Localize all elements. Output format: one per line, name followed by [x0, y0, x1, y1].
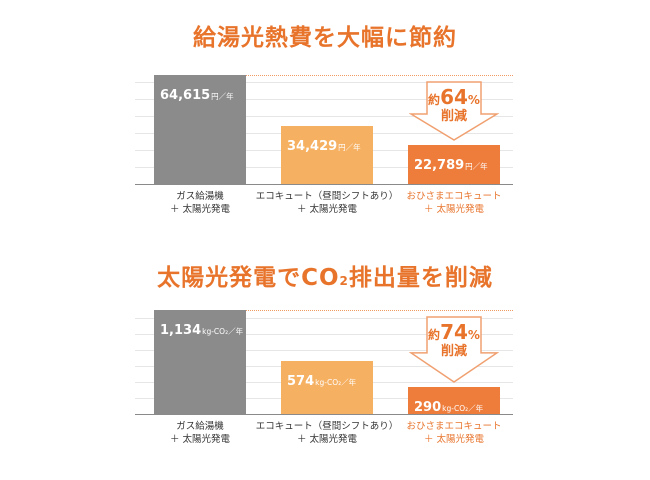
x-axis-baseline [135, 414, 513, 415]
value-label-2: 22,789円／年 [414, 158, 488, 173]
value-label-1: 574kg-CO₂／年 [287, 374, 357, 389]
category-label-2: おひさまエコキュート＋ 太陽光発電 [406, 421, 502, 445]
arrow-shape [409, 81, 499, 141]
reduction-arrow-icon [409, 81, 499, 141]
x-axis-baseline [135, 184, 513, 185]
value-label-1: 34,429円／年 [287, 139, 361, 154]
arrow-shape [409, 316, 499, 383]
grid-line [135, 116, 513, 117]
value-label-2: 290kg-CO₂／年 [414, 400, 484, 415]
bar-0 [154, 310, 246, 414]
chart-title-text: 給湯光熱費を大幅に節約 [193, 25, 457, 51]
bar-2 [408, 387, 500, 414]
value-label-0: 1,134kg-CO₂／年 [160, 323, 244, 338]
grid-line [135, 334, 513, 335]
grid-line [135, 350, 513, 351]
reduction-callout: 約64% 削減 [428, 85, 480, 124]
reference-line [246, 310, 513, 311]
bar-2 [408, 145, 500, 184]
chart-title-co2: 太陽光発電でCO2排出量を削減 [0, 258, 650, 292]
reduction-arrow-icon [409, 316, 499, 383]
reference-line [246, 75, 513, 76]
category-label-0: ガス給湯機＋ 太陽光発電 [169, 421, 231, 445]
grid-line [135, 99, 513, 100]
category-label-2: おひさまエコキュート＋ 太陽光発電 [406, 191, 502, 215]
bar-1 [281, 126, 373, 184]
bar-0 [154, 75, 246, 184]
grid-line [135, 318, 513, 319]
value-label-0: 64,615円／年 [160, 88, 234, 103]
reduction-callout: 約74% 削減 [428, 320, 480, 359]
category-label-1: エコキュート（昼間シフトあり）＋ 太陽光発電 [255, 191, 399, 215]
chart-title-text: 太陽光発電でCO2排出量を削減 [157, 265, 493, 291]
grid-line [135, 82, 513, 83]
chart-title-cost: 給湯光熱費を大幅に節約 [0, 18, 650, 52]
category-label-0: ガス給湯機＋ 太陽光発電 [169, 191, 231, 215]
bar-1 [281, 361, 373, 414]
category-label-1: エコキュート（昼間シフトあり）＋ 太陽光発電 [255, 421, 399, 445]
